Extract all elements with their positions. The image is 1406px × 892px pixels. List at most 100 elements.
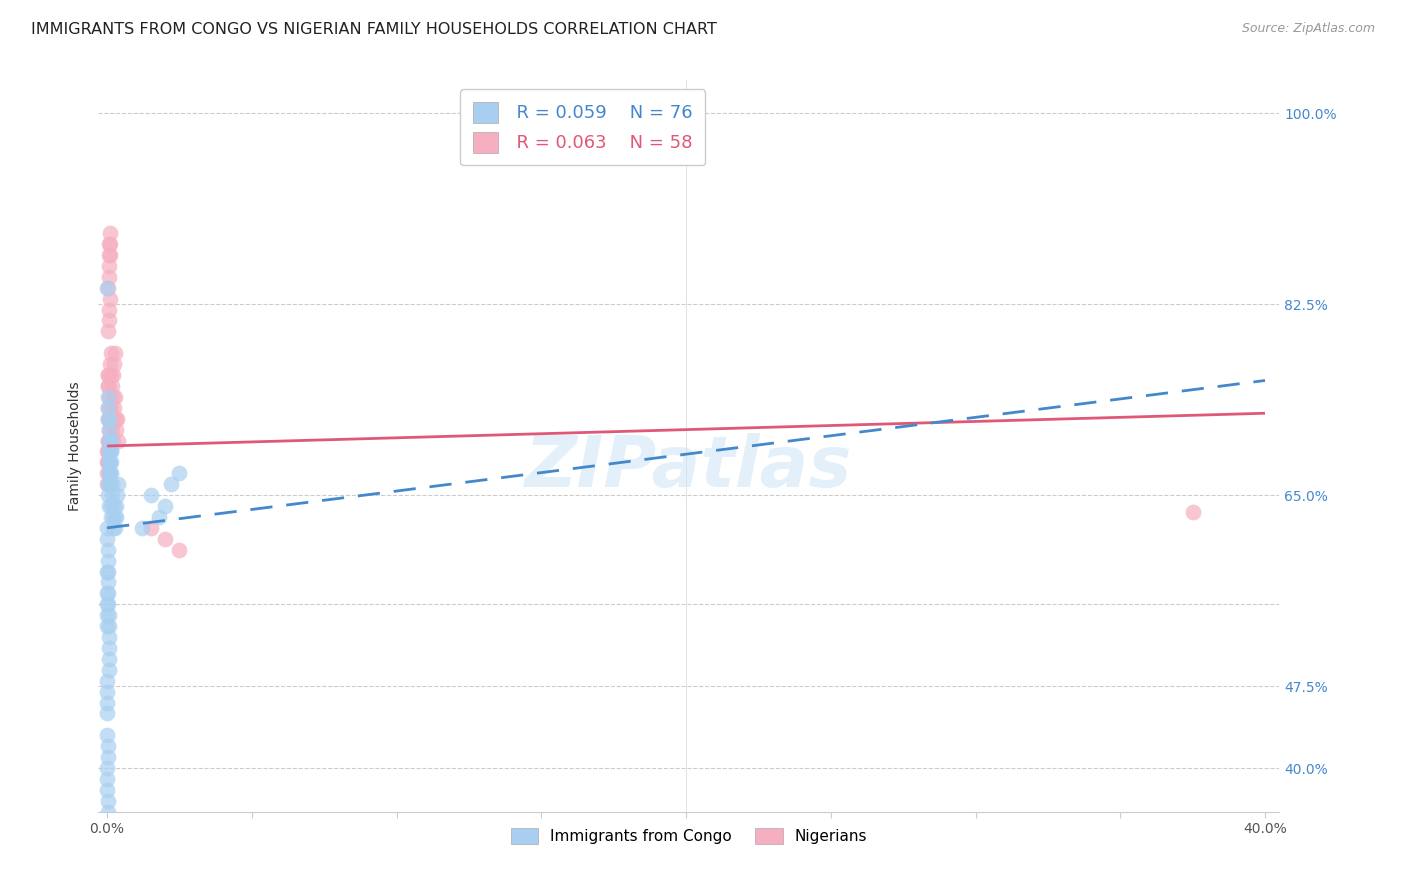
Point — [101, 510, 124, 524]
Point — [101, 423, 124, 437]
Point — [98, 499, 121, 513]
Point — [103, 499, 125, 513]
Point — [100, 488, 122, 502]
Point — [97, 390, 120, 404]
Point — [98, 411, 121, 425]
Point — [96, 706, 118, 721]
Point — [100, 467, 122, 481]
Point — [96, 565, 118, 579]
Point — [139, 488, 162, 502]
Point — [97, 805, 120, 819]
Point — [104, 521, 127, 535]
Point — [96, 467, 118, 481]
Point — [96, 608, 118, 623]
Point — [97, 434, 120, 448]
Point — [97, 259, 120, 273]
Point — [131, 521, 153, 535]
Point — [97, 477, 120, 491]
Point — [101, 477, 124, 491]
Point — [105, 423, 128, 437]
Point — [97, 630, 120, 644]
Point — [97, 750, 120, 764]
Point — [104, 411, 127, 425]
Point — [97, 739, 120, 754]
Point — [1181, 504, 1204, 518]
Point — [98, 302, 121, 317]
Point — [97, 444, 120, 458]
Point — [103, 368, 125, 382]
Point — [97, 313, 120, 327]
Point — [104, 346, 127, 360]
Point — [98, 663, 121, 677]
Point — [104, 510, 127, 524]
Point — [96, 673, 118, 688]
Point — [97, 455, 120, 469]
Point — [97, 455, 120, 469]
Point — [103, 521, 125, 535]
Point — [100, 444, 122, 458]
Point — [98, 467, 121, 481]
Point — [97, 619, 120, 633]
Point — [107, 477, 129, 491]
Point — [98, 434, 121, 448]
Point — [97, 554, 120, 568]
Point — [97, 565, 120, 579]
Point — [96, 772, 118, 786]
Point — [101, 390, 124, 404]
Point — [97, 575, 120, 590]
Point — [98, 455, 121, 469]
Point — [100, 368, 122, 382]
Point — [97, 401, 120, 415]
Point — [97, 411, 120, 425]
Point — [100, 346, 122, 360]
Point — [97, 444, 120, 458]
Y-axis label: Family Households: Family Households — [69, 381, 83, 511]
Point — [97, 368, 120, 382]
Point — [97, 586, 120, 600]
Point — [96, 477, 118, 491]
Point — [96, 521, 118, 535]
Point — [96, 597, 118, 611]
Point — [97, 467, 120, 481]
Point — [97, 434, 120, 448]
Text: Source: ZipAtlas.com: Source: ZipAtlas.com — [1241, 22, 1375, 36]
Point — [97, 477, 120, 491]
Point — [97, 467, 120, 481]
Point — [100, 444, 122, 458]
Point — [101, 434, 124, 448]
Point — [96, 783, 118, 797]
Point — [98, 357, 121, 371]
Point — [97, 379, 120, 393]
Point — [159, 477, 181, 491]
Point — [98, 248, 121, 262]
Point — [169, 542, 191, 557]
Point — [105, 411, 128, 425]
Point — [97, 281, 120, 295]
Point — [101, 379, 124, 393]
Point — [153, 532, 176, 546]
Point — [103, 411, 125, 425]
Point — [96, 532, 118, 546]
Point — [96, 619, 118, 633]
Point — [104, 390, 127, 404]
Point — [139, 521, 162, 535]
Point — [97, 434, 120, 448]
Point — [105, 488, 128, 502]
Point — [97, 794, 120, 808]
Point — [98, 467, 121, 481]
Point — [98, 248, 121, 262]
Point — [96, 281, 118, 295]
Point — [97, 390, 120, 404]
Point — [100, 411, 122, 425]
Point — [97, 368, 120, 382]
Point — [100, 434, 122, 448]
Point — [148, 510, 170, 524]
Point — [97, 640, 120, 655]
Point — [105, 499, 128, 513]
Point — [97, 411, 120, 425]
Legend: Immigrants from Congo, Nigerians: Immigrants from Congo, Nigerians — [503, 821, 875, 852]
Point — [97, 324, 120, 338]
Point — [96, 728, 118, 742]
Point — [97, 597, 120, 611]
Point — [100, 510, 122, 524]
